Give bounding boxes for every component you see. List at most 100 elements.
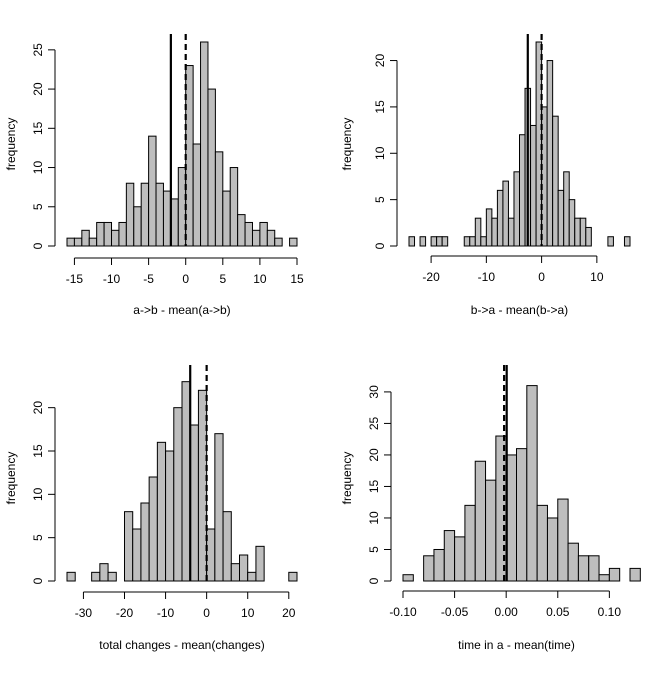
- histogram-bar: [200, 41, 209, 247]
- y-tick-label: 25: [31, 43, 45, 57]
- histogram-bar: [162, 190, 172, 247]
- histogram-bar: [148, 476, 158, 582]
- histogram-bar: [454, 536, 466, 582]
- histogram-bar: [443, 530, 456, 582]
- y-tick-label: 30: [367, 385, 381, 399]
- x-tick-label: -10: [103, 272, 121, 286]
- y-tick-label: 20: [31, 82, 45, 96]
- histogram-bar: [124, 511, 134, 582]
- histogram-bar: [81, 229, 90, 247]
- x-axis-title: time in a - mean(time): [458, 638, 575, 652]
- x-axis-title: a->b - mean(a->b): [133, 303, 230, 317]
- y-axis-title: frequency: [4, 118, 18, 171]
- histogram-bar: [99, 563, 109, 582]
- x-tick-label: -5: [143, 272, 154, 286]
- histogram-bar: [244, 221, 253, 247]
- histogram-bar: [629, 567, 641, 582]
- histogram-bar: [608, 567, 621, 582]
- x-tick-label: -20: [116, 606, 134, 620]
- histogram-bar: [536, 504, 548, 582]
- y-tick-label: 20: [373, 54, 387, 68]
- histogram-bar: [408, 236, 416, 247]
- histogram-bar: [91, 571, 101, 582]
- y-axis-title: frequency: [4, 452, 18, 505]
- histogram-bar: [519, 134, 526, 247]
- y-tick-label: 10: [367, 511, 381, 525]
- histogram-bar: [237, 214, 246, 247]
- y-tick-label: 5: [367, 546, 381, 553]
- x-tick-label: 0.00: [495, 605, 519, 619]
- histogram-bar: [73, 237, 83, 247]
- histogram-bar: [607, 236, 614, 247]
- histogram-bar: [485, 479, 497, 582]
- histogram-bar: [579, 217, 587, 247]
- y-tick-label: 0: [31, 577, 45, 584]
- histogram-bar: [289, 237, 298, 247]
- histogram-bar: [485, 208, 493, 247]
- histogram-bar: [103, 221, 113, 247]
- histogram-bar: [96, 221, 105, 247]
- histogram-bar: [222, 511, 232, 582]
- histogram-bar: [251, 229, 261, 247]
- histogram-bar: [255, 545, 265, 582]
- x-axis: -30 -20 -10 0 10 20: [75, 591, 296, 620]
- histogram-bars: [66, 41, 298, 247]
- x-tick-label: 0.10: [598, 605, 622, 619]
- histogram-bar: [430, 236, 438, 247]
- histogram-bar: [181, 381, 191, 582]
- histogram-bar: [229, 167, 239, 247]
- histogram-bar: [189, 424, 199, 582]
- histogram-bar: [274, 237, 283, 247]
- histogram-bar: [185, 65, 194, 247]
- histogram-bar: [419, 236, 427, 247]
- y-tick-label: 15: [31, 121, 45, 135]
- histogram-bar: [563, 171, 570, 247]
- histogram-bar: [118, 221, 127, 247]
- histogram-bars: [408, 41, 631, 247]
- histogram-bar: [623, 236, 631, 247]
- histogram-bar: [574, 217, 581, 247]
- histogram-bar: [568, 199, 576, 247]
- x-tick-label: 15: [290, 272, 304, 286]
- histogram-bar: [530, 124, 537, 247]
- histogram-bar: [469, 236, 476, 247]
- histogram-bar: [156, 441, 167, 582]
- histogram-bar: [259, 221, 268, 247]
- histogram-bar: [588, 555, 600, 582]
- histogram-bar: [173, 407, 183, 582]
- histogram-bar: [463, 236, 471, 247]
- y-tick-label: 10: [31, 487, 45, 501]
- histogram-bar: [66, 237, 75, 247]
- histogram-panel-3: 0 5 10 15 20 -30 -20 -10 0 10 20 total changes - me…: [4, 365, 298, 652]
- histogram-bar: [436, 236, 443, 247]
- histogram-bar: [214, 433, 224, 582]
- histogram-bar: [516, 448, 528, 582]
- x-tick-label: -10: [157, 606, 175, 620]
- histogram-bar: [222, 190, 231, 247]
- x-tick-label: -15: [66, 272, 84, 286]
- x-tick-label: 10: [253, 272, 267, 286]
- y-tick-label: 5: [31, 203, 45, 210]
- histogram-bars: [66, 381, 298, 582]
- x-tick-label: -10: [478, 270, 496, 284]
- x-tick-label: -30: [75, 606, 93, 620]
- x-axis-title: b->a - mean(b->a): [471, 303, 568, 317]
- histogram-bar: [546, 517, 559, 582]
- x-tick-label: 10: [590, 270, 604, 284]
- histogram-bar: [464, 504, 476, 582]
- y-tick-label: 10: [373, 146, 387, 160]
- x-tick-label: 0.05: [546, 605, 570, 619]
- histogram-bar: [214, 151, 224, 247]
- y-axis: 0 5 10 15 20 25 30: [367, 385, 392, 584]
- y-tick-label: 0: [367, 577, 381, 584]
- x-tick-label: 0: [182, 272, 189, 286]
- histogram-bar: [598, 574, 610, 582]
- x-tick-label: 10: [241, 606, 255, 620]
- histogram-bar: [148, 135, 157, 247]
- histogram-bar: [133, 206, 142, 247]
- histogram-bar: [526, 385, 538, 582]
- histogram-bar: [402, 574, 414, 582]
- histogram-bar: [165, 450, 175, 582]
- histogram-panel-1: 0 5 10 15 20 25 -15 -10 -5 0 5 10 15 a->b - mean(a->b…: [4, 34, 304, 317]
